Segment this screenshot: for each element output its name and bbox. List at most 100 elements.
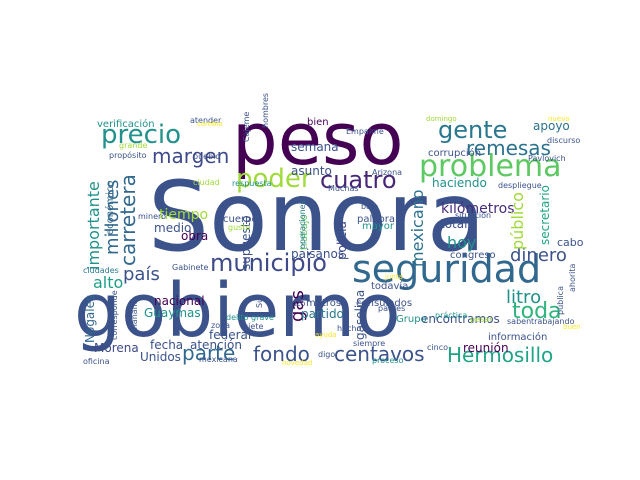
word-semana: semana bbox=[291, 140, 339, 154]
word-metros: metros bbox=[306, 298, 341, 309]
word-delito-grave: delito grave bbox=[226, 313, 274, 322]
word-respuesta: respuesta bbox=[232, 179, 272, 188]
word-ayuda: ayuda bbox=[315, 331, 337, 339]
word-ciudad: ciudad bbox=[193, 178, 220, 187]
word-publica: pública bbox=[556, 286, 565, 315]
word-federal: federal bbox=[209, 328, 251, 342]
word-cabo: cabo bbox=[557, 236, 584, 249]
word-cuatro: cuatro bbox=[320, 166, 397, 194]
word-consulados: consulados bbox=[356, 298, 412, 309]
word-gabinete: Gabinete bbox=[172, 263, 209, 272]
word-bien: bien bbox=[307, 117, 329, 128]
word-paisanos: paisanos bbox=[291, 247, 344, 261]
word-operaciones: operaciones bbox=[298, 200, 307, 249]
word-atender: atender bbox=[190, 116, 222, 125]
word-buen: buen bbox=[563, 323, 581, 331]
word-obra: obra bbox=[181, 229, 208, 243]
word-sur: Sur bbox=[255, 294, 264, 308]
word-minero: minero bbox=[138, 212, 166, 221]
word-peso: peso bbox=[232, 97, 404, 181]
word-carretera: carretera bbox=[116, 174, 140, 266]
word-morena: Morena bbox=[94, 341, 139, 355]
word-kilometros: kilómetros bbox=[441, 201, 515, 217]
word-junta: junta bbox=[384, 273, 403, 281]
word-todavia: todavía bbox=[371, 280, 408, 292]
word-muchas: Muchas bbox=[328, 184, 359, 193]
word-nacional: nacional bbox=[154, 294, 205, 308]
word-cinco: cinco bbox=[427, 343, 448, 352]
word-precio: precio bbox=[101, 120, 181, 150]
word-domingo: domingo bbox=[426, 115, 457, 123]
word-mexicano: mexicano bbox=[408, 189, 427, 267]
word-fondo: fondo bbox=[253, 342, 310, 366]
word-proceso: proceso bbox=[372, 356, 404, 365]
word-alto: alto bbox=[93, 273, 123, 292]
word-arizona: Arizona bbox=[372, 168, 402, 177]
word-partido: partido bbox=[301, 307, 344, 321]
word-corresponde: corresponde bbox=[110, 290, 119, 340]
word-ahorita: ahorita bbox=[568, 263, 577, 292]
word-fecha: fecha bbox=[150, 338, 183, 352]
word-gobierno: gobierno bbox=[74, 268, 401, 354]
word-pais: país bbox=[123, 264, 160, 285]
word-hoy: hoy bbox=[447, 233, 476, 252]
word-gusto: gusto bbox=[228, 223, 250, 232]
word-secretario: secretario bbox=[538, 185, 552, 245]
word-congreso: congreso bbox=[450, 250, 496, 261]
word-asunto: asunto bbox=[291, 164, 332, 178]
word-unidos: Unidos bbox=[140, 350, 181, 364]
word-nuevo: nuevo bbox=[548, 115, 570, 123]
word-pesar: pesar bbox=[470, 315, 493, 324]
word-bajo: bajo bbox=[361, 202, 378, 211]
word-poder: poder bbox=[236, 164, 312, 194]
word-novedad: novedad bbox=[282, 359, 312, 367]
word-trabajando: trabajando bbox=[531, 317, 575, 326]
word-medio: medio bbox=[154, 221, 191, 235]
word-problema: problema bbox=[419, 149, 562, 184]
word-municipio: municipio bbox=[210, 249, 327, 277]
word-policia: policía bbox=[335, 221, 349, 260]
word-margen: margen bbox=[152, 144, 229, 168]
word-hecho: hecho bbox=[337, 324, 361, 333]
word-cuerpo: cuerpo bbox=[223, 214, 258, 225]
word-discurso: discurso bbox=[547, 136, 580, 145]
word-mexicana: mexicana bbox=[199, 355, 238, 364]
word-padres: padres bbox=[378, 304, 405, 313]
word-remesas: remesas bbox=[466, 136, 551, 160]
word-trabajo: trabajo bbox=[299, 214, 310, 250]
word-parte: parte bbox=[182, 341, 235, 365]
word-digo: digo bbox=[318, 350, 335, 359]
word-reunion: reunión bbox=[463, 341, 509, 355]
word-manana: mañana bbox=[130, 299, 139, 332]
word-zona: zona bbox=[211, 321, 230, 330]
word-centavos: centavos bbox=[334, 342, 425, 366]
word-pavlovich: Pavlovich bbox=[528, 154, 566, 163]
word-seguridad: seguridad bbox=[352, 247, 541, 291]
word-siempre: siempre bbox=[353, 339, 385, 348]
word-guaymas: Guaymas bbox=[144, 306, 201, 320]
word-palabra: palabra bbox=[357, 214, 395, 225]
word-importante: importante bbox=[84, 181, 103, 270]
word-cambio: cambio bbox=[197, 120, 223, 128]
word-cajeme: Cajeme bbox=[242, 112, 251, 142]
word-corrupcion: corrupción bbox=[428, 147, 481, 159]
word-situacion: situación bbox=[455, 210, 491, 220]
word-mayor: mayor bbox=[362, 221, 395, 232]
word-economico: económico bbox=[104, 181, 116, 235]
word-sonora: Sonora bbox=[148, 161, 486, 273]
word-encontramos: encontramos bbox=[421, 312, 500, 326]
word-empalme: Empalme bbox=[346, 127, 384, 136]
word-haciendo: haciendo bbox=[432, 176, 487, 190]
word-ciudades: ciudades bbox=[83, 266, 119, 275]
word-gas: gas bbox=[287, 290, 308, 322]
word-siete: siete bbox=[244, 322, 263, 331]
word-verificacion: verificación bbox=[97, 118, 155, 130]
word-gasolina: gasolina bbox=[353, 290, 367, 340]
word-toda: toda bbox=[512, 299, 562, 324]
word-gente: gente bbox=[438, 116, 507, 144]
word-hizo: hizo bbox=[289, 299, 305, 308]
word-millones: millones bbox=[102, 180, 123, 255]
word-dinero: dinero bbox=[510, 245, 567, 266]
